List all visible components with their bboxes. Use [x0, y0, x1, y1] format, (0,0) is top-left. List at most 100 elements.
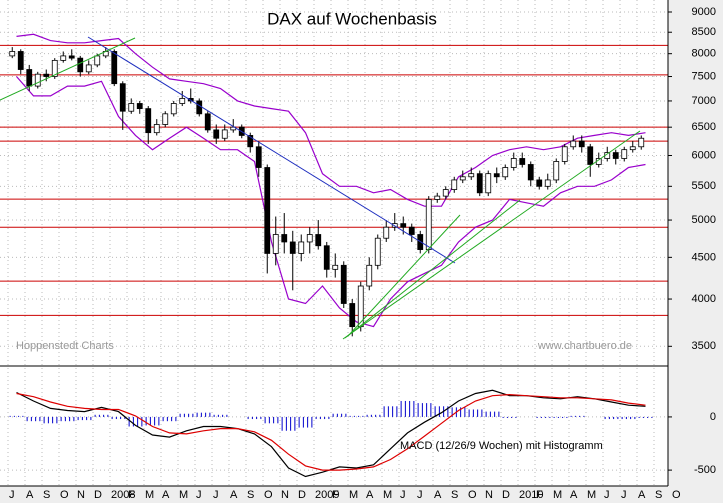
x-tick-label: A [366, 489, 374, 501]
x-tick-label: S [655, 489, 662, 501]
trend-line [347, 214, 461, 337]
trend-line [342, 130, 641, 340]
bottom-axis-panel [0, 486, 723, 503]
candle-body [26, 69, 33, 87]
x-tick-label: S [451, 489, 458, 501]
candle-body [85, 64, 92, 73]
candle-body [196, 100, 203, 115]
candle-body [51, 59, 58, 77]
x-tick-label: O [672, 489, 681, 501]
candle-body [493, 173, 500, 178]
x-tick-label: 2010 [519, 489, 543, 501]
candle-body [204, 113, 211, 131]
candle-body [578, 140, 585, 148]
candle-body [128, 103, 135, 112]
y-tick-label: 4500 [692, 251, 716, 263]
x-tick-label: A [162, 489, 170, 501]
y-tick-label: 3500 [692, 340, 716, 352]
candle-body [136, 103, 143, 110]
x-tick-label: S [43, 489, 50, 501]
candle-body [476, 173, 483, 194]
candle-body [315, 234, 322, 247]
x-tick-label: N [281, 489, 289, 501]
candle-body [383, 226, 390, 239]
candle-body [298, 241, 305, 254]
candle-body [323, 245, 330, 270]
x-tick-label: J [400, 489, 406, 501]
x-tick-label: O [264, 489, 273, 501]
x-tick-label: M [553, 489, 562, 501]
x-tick-label: F [536, 489, 543, 501]
candle-body [612, 152, 619, 159]
candle-body [60, 55, 67, 61]
bollinger-band [16, 76, 646, 328]
y-tick-label: 7000 [692, 95, 716, 107]
y-tick-label: 6000 [692, 149, 716, 161]
candle-body [527, 164, 534, 181]
y-tick-label: -500 [694, 464, 716, 476]
candle-body [170, 103, 177, 115]
candle-body [77, 57, 84, 73]
candle-body [349, 303, 356, 328]
trend-line [87, 36, 456, 264]
candle-body [366, 264, 373, 287]
candle-body [9, 51, 16, 57]
x-tick-label: F [128, 489, 135, 501]
x-tick-label: M [587, 489, 596, 501]
candle-body [408, 226, 415, 235]
x-tick-label: J [604, 489, 610, 501]
x-tick-label: A [26, 489, 34, 501]
x-tick-label: D [94, 489, 102, 501]
candle-body [145, 108, 152, 134]
x-tick-label: A [570, 489, 578, 501]
x-tick-label: 2009 [315, 489, 339, 501]
x-tick-label: J [417, 489, 423, 501]
candle-body [434, 195, 441, 200]
source-url: www.chartbuero.de [537, 340, 632, 352]
y-tick-label: 4000 [692, 293, 716, 305]
macd-line [16, 392, 646, 471]
x-tick-label: N [77, 489, 85, 501]
x-tick-label: M [179, 489, 188, 501]
candle-body [510, 158, 517, 168]
bollinger-band [16, 33, 646, 207]
candle-body [162, 113, 169, 125]
chart-title: DAX auf Wochenbasis [267, 9, 437, 28]
x-tick-label: D [298, 489, 306, 501]
y-tick-label: 5500 [692, 180, 716, 192]
candle-body [374, 237, 381, 266]
candle-body [587, 146, 594, 165]
candle-body [119, 83, 126, 112]
x-tick-label: S [247, 489, 254, 501]
candle-body [442, 189, 449, 197]
candle-body [553, 161, 560, 181]
x-tick-label: N [485, 489, 493, 501]
x-tick-label: M [349, 489, 358, 501]
candle-body [281, 234, 288, 243]
candle-body [153, 124, 160, 134]
candle-body [272, 234, 279, 254]
candle-body [43, 73, 50, 77]
x-tick-label: F [332, 489, 339, 501]
y-tick-label: 8500 [692, 26, 716, 38]
candle-body [179, 98, 186, 104]
trend-line [344, 199, 521, 339]
y-tick-label: 9000 [692, 6, 716, 18]
candle-body [561, 146, 568, 162]
x-tick-label: M [383, 489, 392, 501]
candle-body [400, 223, 407, 228]
candle-body [629, 146, 636, 151]
plot [0, 33, 668, 478]
y-tick-label: 6500 [692, 121, 716, 133]
candle-body [485, 173, 492, 194]
candle-body [289, 241, 296, 254]
y-tick-label: 7500 [692, 70, 716, 82]
candle-body [247, 135, 254, 148]
candle-body [17, 51, 24, 70]
trend-line [0, 37, 136, 101]
candle-body [94, 55, 101, 66]
x-tick-label: D [502, 489, 510, 501]
candle-body [34, 73, 41, 87]
